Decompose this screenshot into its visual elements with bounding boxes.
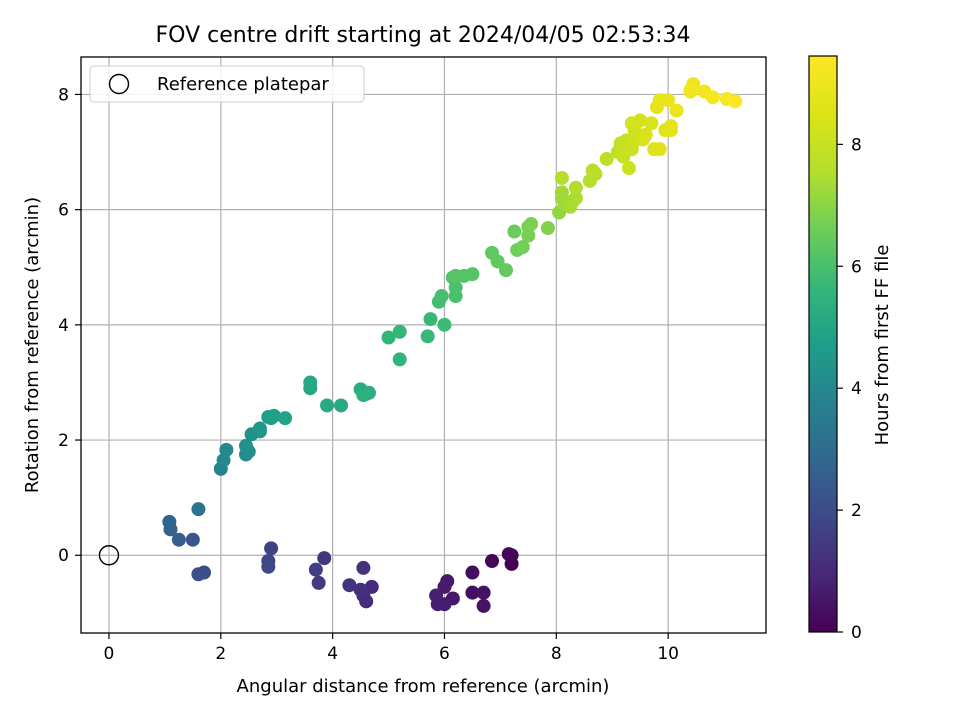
colorbar: 0 2 4 6 8 Hours from first FF file xyxy=(808,55,893,643)
data-point xyxy=(342,578,357,593)
plot-area: 0 2 4 6 8 10 0 2 4 6 8 xyxy=(58,56,767,664)
data-point xyxy=(465,267,480,282)
data-point xyxy=(420,329,435,344)
colorbar-tick-label: 0 xyxy=(851,623,862,643)
data-point xyxy=(465,585,480,600)
data-point xyxy=(507,224,522,239)
data-point xyxy=(261,559,276,574)
data-point xyxy=(485,554,499,568)
reference-point xyxy=(98,545,120,566)
x-tick-label: 10 xyxy=(657,644,679,664)
data-point xyxy=(264,541,279,556)
data-point xyxy=(568,191,583,206)
legend: Reference platepar xyxy=(89,65,365,103)
legend-box xyxy=(89,65,365,103)
y-tick-label: 0 xyxy=(58,546,69,566)
x-tick-label: 4 xyxy=(327,644,338,664)
chart-title: FOV centre drift starting at 2024/04/05 … xyxy=(156,23,691,48)
y-axis-ticks: 0 2 4 6 8 xyxy=(58,85,81,566)
data-point xyxy=(490,254,505,269)
data-point xyxy=(392,324,407,339)
data-point xyxy=(353,582,368,597)
colorbar-label: Hours from first FF file xyxy=(872,245,893,446)
colorbar-ticks: 0 2 4 6 8 xyxy=(837,135,862,643)
data-point xyxy=(423,312,438,327)
data-points xyxy=(162,77,743,613)
data-point xyxy=(381,330,396,345)
x-tick-label: 0 xyxy=(104,644,115,664)
x-tick-label: 2 xyxy=(215,644,226,664)
colorbar-tick-label: 2 xyxy=(851,501,862,521)
data-point xyxy=(434,289,449,304)
data-point xyxy=(599,151,614,166)
data-point xyxy=(185,532,200,547)
data-point xyxy=(429,588,444,603)
data-point xyxy=(191,567,206,582)
data-point xyxy=(622,161,636,176)
data-point xyxy=(661,93,676,108)
data-point xyxy=(588,166,603,181)
data-point xyxy=(524,217,539,232)
data-point xyxy=(498,263,513,278)
data-point xyxy=(278,411,293,426)
legend-entry-label: Reference platepar xyxy=(157,74,329,95)
data-point xyxy=(728,94,743,109)
y-tick-label: 4 xyxy=(58,316,69,336)
data-point xyxy=(219,442,234,457)
data-point xyxy=(191,502,206,517)
data-point xyxy=(540,221,555,236)
data-point xyxy=(501,547,516,562)
legend-reference-marker xyxy=(108,73,130,95)
data-point xyxy=(364,579,379,594)
data-point xyxy=(308,562,323,577)
data-point xyxy=(476,598,491,613)
data-point xyxy=(303,375,318,390)
data-point xyxy=(554,185,569,200)
data-point xyxy=(264,411,279,426)
data-point xyxy=(465,565,480,580)
colorbar-tick-label: 4 xyxy=(851,379,862,399)
data-point xyxy=(705,90,720,105)
colorbar-tick-label: 6 xyxy=(851,257,862,277)
data-point xyxy=(334,398,349,413)
plot-frame xyxy=(80,56,767,634)
data-point xyxy=(568,180,583,195)
data-point xyxy=(238,438,253,453)
data-point xyxy=(515,240,530,255)
data-point xyxy=(317,551,332,566)
x-axis-ticks: 0 2 4 6 8 10 xyxy=(104,633,679,664)
data-point xyxy=(663,123,678,138)
data-point xyxy=(356,388,371,403)
data-point xyxy=(162,514,177,529)
y-tick-label: 6 xyxy=(58,201,69,221)
data-point xyxy=(633,113,648,128)
x-tick-label: 8 xyxy=(551,644,562,664)
data-point xyxy=(171,532,186,547)
data-point xyxy=(437,579,452,594)
grid-lines xyxy=(81,57,766,633)
x-axis-label: Angular distance from reference (arcmin) xyxy=(237,676,610,697)
data-point xyxy=(554,170,569,185)
colorbar-tick-label: 8 xyxy=(851,135,862,155)
data-point xyxy=(644,116,659,131)
y-tick-label: 8 xyxy=(58,85,69,105)
data-point xyxy=(638,127,653,142)
data-point xyxy=(356,560,371,575)
data-point xyxy=(683,82,698,97)
data-point xyxy=(252,421,267,436)
x-tick-label: 6 xyxy=(439,644,450,664)
y-axis-label: Rotation from reference (arcmin) xyxy=(22,197,43,493)
data-point xyxy=(311,575,326,590)
data-point xyxy=(652,142,667,157)
data-point xyxy=(437,317,452,332)
reference-marker xyxy=(98,545,120,566)
data-point xyxy=(392,352,407,367)
y-tick-label: 2 xyxy=(58,431,69,451)
data-point xyxy=(448,268,463,283)
colorbar-gradient xyxy=(808,55,838,633)
data-point xyxy=(476,585,491,600)
data-point xyxy=(320,398,335,413)
data-point xyxy=(669,103,684,118)
